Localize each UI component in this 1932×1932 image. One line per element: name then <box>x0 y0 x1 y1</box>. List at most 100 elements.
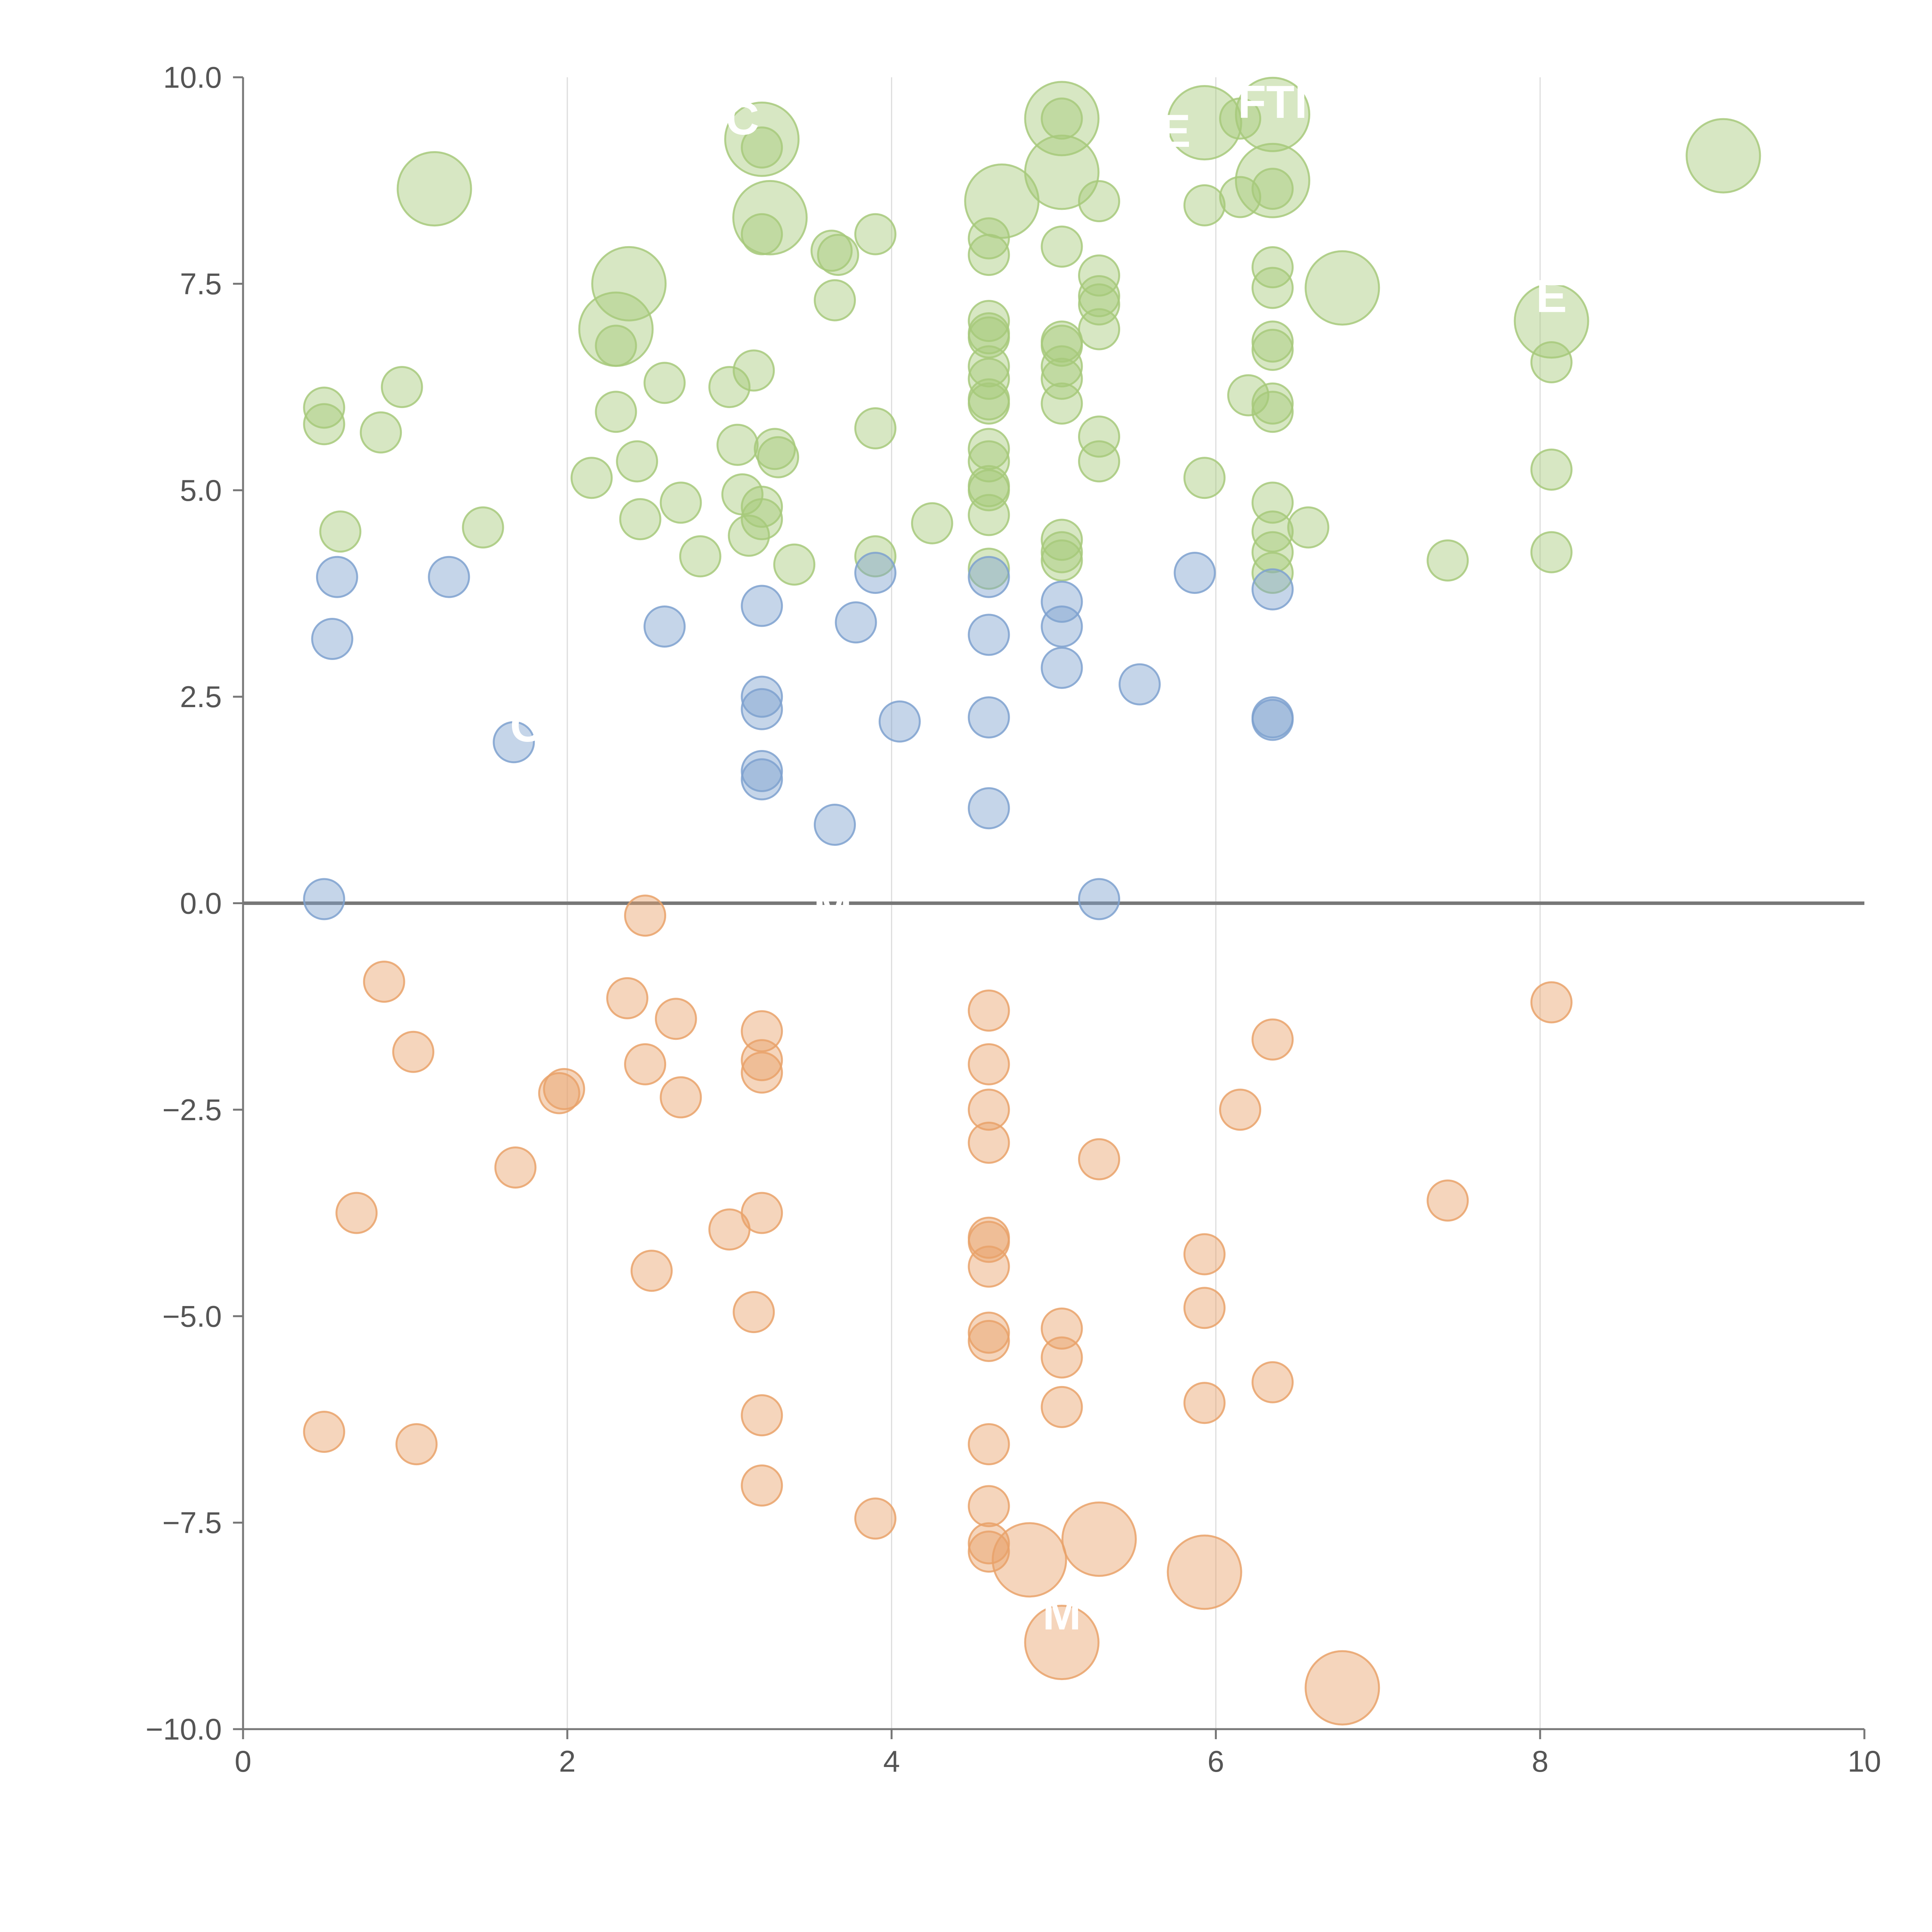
point-orange-16 <box>741 1010 783 1053</box>
x-tick-label-0: 0 <box>235 1744 251 1778</box>
point-orange-0 <box>303 1411 345 1453</box>
point-green-85 <box>1251 328 1294 371</box>
point-green-29 <box>757 436 799 478</box>
point-green-25 <box>741 486 783 528</box>
point-green-70 <box>1078 308 1120 350</box>
point-green-46 <box>968 382 1010 425</box>
point-blue-4 <box>493 721 535 764</box>
y-tick-label-6: 5.0 <box>180 473 222 507</box>
point-green-83 <box>1251 267 1294 309</box>
point-green-10 <box>595 391 637 433</box>
point-green-7 <box>570 457 613 499</box>
point-orange-15 <box>733 1291 775 1333</box>
point-green-16 <box>679 535 721 578</box>
point-blue-21 <box>1041 646 1083 689</box>
annotation-1: E <box>1160 105 1191 157</box>
point-green-3 <box>360 411 402 454</box>
point-green-12 <box>616 440 658 483</box>
point-orange-24 <box>968 1043 1010 1085</box>
point-orange-12 <box>655 998 697 1040</box>
point-blue-18 <box>968 787 1010 830</box>
point-blue-19 <box>1041 580 1083 623</box>
x-tick-label-5: 10 <box>1848 1744 1881 1778</box>
y-tick-label-8: 10.0 <box>163 60 222 94</box>
point-green-98 <box>1530 531 1573 573</box>
point-blue-1 <box>311 618 354 660</box>
point-green-62 <box>1041 382 1083 425</box>
point-blue-10 <box>741 758 783 801</box>
point-orange-45 <box>1183 1382 1226 1424</box>
annotation-5: - M <box>785 881 852 933</box>
point-orange-10 <box>624 895 667 937</box>
point-green-43 <box>968 345 1010 388</box>
x-tick-label-2: 4 <box>883 1744 900 1778</box>
point-green-88 <box>1251 481 1294 524</box>
annotation-3: E <box>1536 270 1567 322</box>
point-green-69 <box>1078 283 1120 326</box>
point-green-73 <box>1167 85 1242 161</box>
point-green-4 <box>381 366 423 408</box>
point-green-5 <box>396 151 472 227</box>
point-orange-48 <box>1251 1018 1294 1061</box>
point-orange-35 <box>968 1530 1010 1573</box>
annotation-4: C <box>510 700 544 752</box>
point-blue-27 <box>1251 699 1294 741</box>
point-orange-42 <box>1061 1501 1137 1577</box>
y-tick-label-0: −10.0 <box>146 1712 222 1746</box>
axes: −10.0 −7.5 −5.0 −2.5 0.0 2.5 5.0 7.5 10.0 0 2 4 6 8 10 <box>146 60 1881 1778</box>
point-blue-8 <box>741 688 783 730</box>
point-blue-20 <box>1041 605 1083 648</box>
point-green-56 <box>1024 134 1100 210</box>
point-green-2 <box>319 510 362 553</box>
point-blue-13 <box>854 552 896 594</box>
annotation-6: M <box>1043 1588 1081 1639</box>
point-green-79 <box>1235 77 1310 152</box>
point-orange-52 <box>1530 981 1573 1024</box>
point-blue-0 <box>303 878 345 920</box>
point-orange-11 <box>630 1250 673 1292</box>
point-orange-29 <box>968 1245 1010 1288</box>
point-green-97 <box>1530 448 1573 491</box>
point-green-38 <box>968 217 1010 260</box>
point-orange-20 <box>741 1394 783 1437</box>
point-orange-43 <box>1183 1233 1226 1276</box>
point-orange-21 <box>741 1464 783 1507</box>
point-green-66 <box>1078 180 1120 223</box>
point-green-26 <box>741 498 783 541</box>
point-orange-13 <box>660 1076 702 1119</box>
point-green-60 <box>1041 345 1083 388</box>
point-green-47 <box>968 428 1010 470</box>
point-green-93 <box>1304 250 1380 326</box>
point-green-65 <box>1041 539 1083 582</box>
point-green-15 <box>660 481 702 524</box>
point-orange-40 <box>1024 1605 1100 1680</box>
point-green-31 <box>810 230 853 272</box>
point-green-17 <box>708 366 751 408</box>
point-green-50 <box>968 469 1010 512</box>
point-green-94 <box>1427 539 1469 582</box>
point-green-23 <box>741 126 783 169</box>
point-green-61 <box>1041 357 1083 400</box>
point-orange-31 <box>968 1320 1010 1362</box>
point-green-48 <box>968 440 1010 483</box>
point-green-99 <box>1685 118 1761 194</box>
point-green-36 <box>854 535 896 578</box>
point-green-40 <box>968 300 1010 342</box>
point-orange-28 <box>968 1221 1010 1263</box>
data-points <box>303 77 1761 1726</box>
point-orange-47 <box>1219 1088 1262 1131</box>
point-green-91 <box>1251 552 1294 594</box>
y-tick-label-4: 0.0 <box>180 886 222 920</box>
y-tick-label-5: 2.5 <box>180 680 222 714</box>
point-green-32 <box>814 279 856 321</box>
y-tick-label-7: 7.5 <box>180 267 222 301</box>
annotations: C E FTI E C - M M <box>510 76 1567 1639</box>
point-orange-17 <box>741 1039 783 1082</box>
point-blue-25 <box>1251 568 1294 611</box>
point-orange-32 <box>968 1423 1010 1466</box>
point-orange-44 <box>1183 1287 1226 1329</box>
point-blue-11 <box>814 803 856 846</box>
x-tick-label-3: 6 <box>1208 1744 1224 1778</box>
point-green-33 <box>817 234 859 276</box>
y-tick-label-2: −5.0 <box>162 1299 222 1333</box>
